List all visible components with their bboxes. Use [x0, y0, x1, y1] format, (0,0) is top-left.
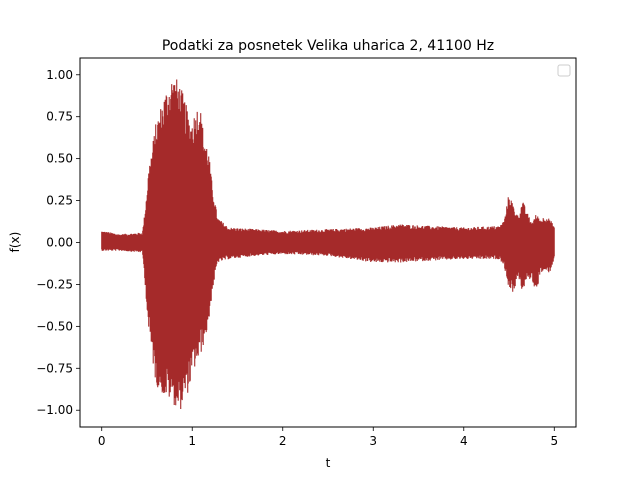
- plot-area: [101, 79, 555, 409]
- y-tick-label: 1.00: [46, 68, 73, 82]
- chart-title: Podatki za posnetek Velika uharica 2, 41…: [162, 38, 494, 54]
- y-tick-label: 0.25: [46, 194, 73, 208]
- x-tick-label: 1: [188, 434, 196, 448]
- y-tick-label: 0.00: [46, 236, 73, 250]
- x-tick-label: 2: [279, 434, 287, 448]
- y-tick-label: −0.25: [36, 277, 73, 291]
- legend-box: [557, 64, 571, 77]
- axes-frame: [79, 57, 577, 428]
- y-tick-label: 0.50: [46, 152, 73, 166]
- x-tick-label: 5: [550, 434, 558, 448]
- y-tick-label: −0.75: [36, 361, 73, 375]
- x-tick-label: 3: [369, 434, 377, 448]
- axis-ticks: 0 1 2 3 4 5 −1.00 −0.75 −0.50 −0.25 0.00 0.25 0.50 0.…: [36, 68, 558, 448]
- x-tick-label: 0: [98, 434, 106, 448]
- x-axis-label: t: [326, 456, 331, 470]
- y-tick-label: 0.75: [46, 110, 73, 124]
- y-axis-label: f(x): [8, 232, 22, 253]
- x-tick-label: 4: [460, 434, 468, 448]
- waveform-series-line: [101, 79, 555, 409]
- y-tick-label: −1.00: [36, 403, 73, 417]
- y-tick-label: −0.50: [36, 319, 73, 333]
